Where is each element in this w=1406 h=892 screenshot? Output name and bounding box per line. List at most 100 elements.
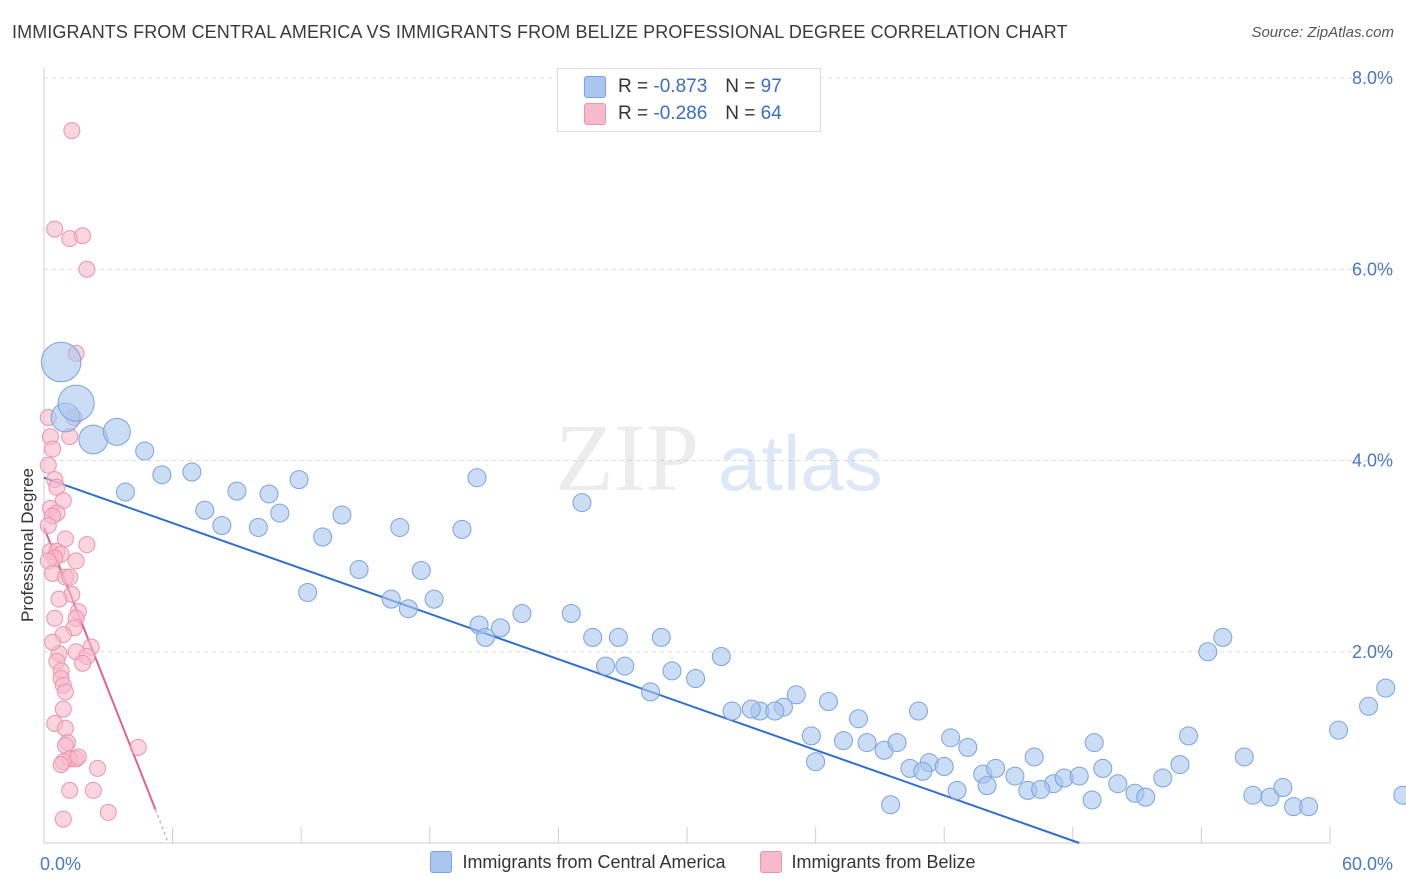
point-central-america-47 xyxy=(818,691,838,711)
point-central-america-44 xyxy=(786,685,806,705)
y-tick-label-0: 2.0% xyxy=(1352,642,1393,662)
stats-n-label: N = xyxy=(725,103,756,124)
stats-r-value: -0.873 xyxy=(653,76,708,97)
point-central-america-40 xyxy=(641,682,661,702)
point-central-america-73 xyxy=(1153,768,1173,788)
stats-n-value: 64 xyxy=(760,103,782,124)
point-central-america-77 xyxy=(1213,627,1233,647)
point-central-america-56 xyxy=(934,757,954,776)
point-central-america-8 xyxy=(115,482,135,502)
point-central-america-39 xyxy=(711,647,731,667)
stats-n-label: N = xyxy=(725,76,756,97)
point-central-america-93 xyxy=(1031,779,1051,799)
point-central-america-9 xyxy=(227,481,247,501)
legend-label-central-america: Immigrants from Central America xyxy=(462,851,726,872)
point-central-america-16 xyxy=(313,527,333,547)
point-belize-58 xyxy=(61,781,79,799)
point-central-america-10 xyxy=(212,516,232,536)
point-belize-63 xyxy=(44,633,62,651)
point-belize-61 xyxy=(54,810,72,828)
point-central-america-69 xyxy=(1093,758,1113,778)
point-central-america-5 xyxy=(135,441,155,461)
legend-label-belize: Immigrants from Belize xyxy=(791,851,976,872)
point-central-america-49 xyxy=(848,709,868,729)
source-label: Source: ZipAtlas.com xyxy=(1251,24,1394,41)
point-central-america-17 xyxy=(332,505,352,525)
point-belize-60 xyxy=(99,803,117,821)
point-central-america-86 xyxy=(1376,678,1396,698)
point-central-america-25 xyxy=(381,589,401,609)
point-central-america-7 xyxy=(182,462,202,482)
point-central-america-90 xyxy=(977,776,997,796)
point-central-america-21 xyxy=(349,560,369,580)
point-belize-59 xyxy=(84,781,102,799)
point-central-america-15 xyxy=(289,470,309,490)
point-belize-52 xyxy=(129,738,147,756)
point-central-america-6 xyxy=(152,465,172,485)
point-belize-31 xyxy=(50,590,68,608)
point-central-america-83 xyxy=(1299,797,1319,817)
point-central-america-11 xyxy=(195,500,215,520)
y-tick-label-1: 4.0% xyxy=(1352,451,1393,471)
point-central-america-4 xyxy=(102,417,131,446)
point-central-america-31 xyxy=(512,604,532,623)
point-central-america-79 xyxy=(1243,785,1263,805)
legend-item-belize[interactable]: Immigrants from Belize xyxy=(759,851,976,873)
point-central-america-76 xyxy=(1198,642,1218,662)
chart-title: IMMIGRANTS FROM CENTRAL AMERICA VS IMMIG… xyxy=(12,22,1068,42)
point-belize-11 xyxy=(39,456,57,474)
trend-line-belize-extension xyxy=(154,809,170,844)
point-belize-46 xyxy=(56,683,74,701)
stats-row-central-america: R = -0.873 N = 97 xyxy=(558,74,782,100)
point-belize-20 xyxy=(78,536,96,554)
data-points xyxy=(39,122,1406,828)
point-belize-49 xyxy=(56,719,74,737)
point-central-america-72 xyxy=(1136,787,1156,807)
legend-item-central-america[interactable]: Immigrants from Central America xyxy=(430,851,726,873)
watermark-zip: ZIP xyxy=(555,404,699,511)
y-tick-label-2: 6.0% xyxy=(1352,259,1393,279)
point-central-america-87 xyxy=(1393,785,1406,805)
point-central-america-34 xyxy=(596,656,616,676)
point-belize-4 xyxy=(78,260,96,278)
x-tick-label-max: 60.0% xyxy=(1342,854,1393,874)
point-central-america-0 xyxy=(40,341,82,383)
point-central-america-75 xyxy=(1179,726,1199,746)
point-central-america-45 xyxy=(765,701,785,721)
axes xyxy=(43,68,1331,844)
point-belize-0 xyxy=(63,122,81,140)
point-central-america-30 xyxy=(491,618,511,638)
point-central-america-62 xyxy=(1005,766,1025,786)
point-central-america-20 xyxy=(572,493,592,513)
point-central-america-33 xyxy=(583,627,603,647)
point-central-america-24 xyxy=(298,582,318,602)
point-belize-29 xyxy=(61,568,79,586)
stats-swatch-central-america xyxy=(584,76,606,98)
legend-swatch-belize xyxy=(759,851,782,873)
point-central-america-13 xyxy=(270,503,290,523)
point-central-america-74 xyxy=(1170,755,1190,775)
point-belize-47 xyxy=(54,700,72,718)
point-central-america-36 xyxy=(651,627,671,647)
point-central-america-64 xyxy=(1024,747,1044,767)
point-central-america-61 xyxy=(986,758,1006,778)
stats-row-belize: R = -0.286 N = 64 xyxy=(558,101,782,127)
point-central-america-38 xyxy=(686,669,706,689)
point-belize-56 xyxy=(52,756,70,774)
trend-lines xyxy=(43,476,1080,844)
y-axis-label: Professional Degree xyxy=(18,468,37,622)
point-belize-33 xyxy=(46,609,64,627)
point-central-america-2 xyxy=(57,384,95,422)
point-belize-3 xyxy=(74,227,92,245)
point-central-america-85 xyxy=(1359,696,1379,716)
point-central-america-32 xyxy=(561,604,581,623)
point-central-america-80 xyxy=(1260,787,1280,807)
point-central-america-89 xyxy=(806,752,826,772)
point-central-america-78 xyxy=(1234,747,1254,767)
point-central-america-95 xyxy=(741,699,761,719)
watermark: ZIP atlas xyxy=(555,404,883,511)
point-belize-57 xyxy=(89,759,107,777)
point-central-america-41 xyxy=(722,701,742,721)
stats-swatch-belize xyxy=(584,103,606,125)
